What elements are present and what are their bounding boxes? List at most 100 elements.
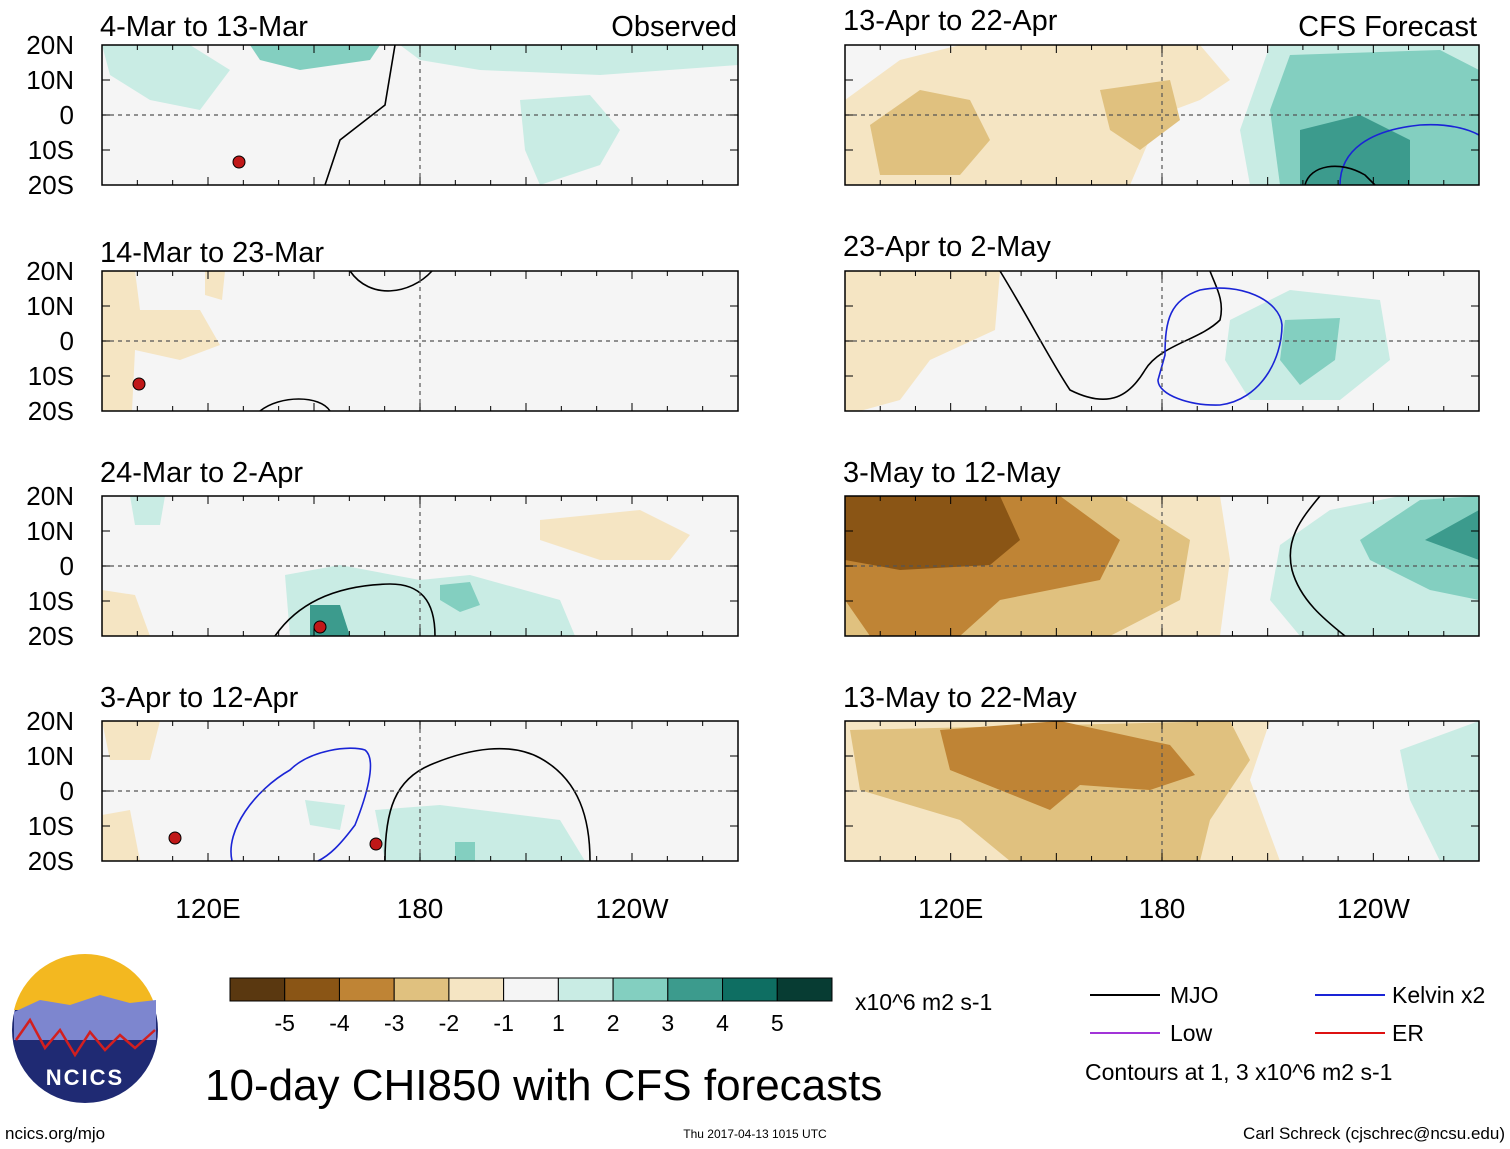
panel-1-positive-region bbox=[102, 45, 230, 110]
panel-6-negative-region bbox=[845, 271, 1000, 411]
panel-4-storm-icon bbox=[168, 831, 182, 845]
lat-tick-label: 20N bbox=[26, 706, 74, 736]
panel-5-negative-region bbox=[1100, 80, 1180, 150]
panel-1-positive-region bbox=[400, 45, 738, 75]
lon-tick-label: 120E bbox=[175, 893, 240, 924]
lat-tick-label: 0 bbox=[60, 776, 74, 806]
panel-1-positive-region bbox=[520, 95, 620, 185]
panel-6-title: 23-Apr to 2-May bbox=[843, 231, 1051, 263]
panel-6-mjo-contour bbox=[999, 270, 1223, 401]
colorbar-swatch bbox=[667, 977, 724, 1002]
colorbar-units: x10^6 m2 s-1 bbox=[855, 989, 992, 1015]
panel-3-positive-region bbox=[130, 496, 165, 525]
panel-6: 23-Apr to 2-May bbox=[843, 231, 1479, 411]
axes: 20N 10N 0 10S 20S 20N 10N 0 10S 20S 20N 10N 0 10S 20S 2… bbox=[26, 30, 1480, 924]
panel-3: 24-Mar to 2-Apr bbox=[100, 457, 738, 637]
colorbar-swatch bbox=[722, 977, 778, 1002]
colorbar-swatch bbox=[503, 977, 559, 1002]
colorbar-swatch bbox=[776, 977, 833, 1002]
logo-red-line bbox=[14, 1017, 156, 1058]
colorbar-swatches bbox=[229, 977, 833, 1002]
colorbar-swatch bbox=[393, 977, 450, 1002]
lat-tick-label: 10S bbox=[28, 811, 74, 841]
panel-4-mjo-contour bbox=[384, 747, 591, 862]
legend-low-label: Low bbox=[1170, 1020, 1213, 1046]
lon-tick-label: 180 bbox=[1139, 893, 1186, 924]
panel-1-title: 4-Mar to 13-Mar bbox=[100, 11, 308, 43]
panel-4-positive-region bbox=[305, 800, 345, 830]
lat-tick-label: 0 bbox=[60, 551, 74, 581]
lat-tick-label: 20S bbox=[28, 170, 74, 200]
panel-4-negative-region bbox=[102, 810, 140, 861]
footer-timestamp: Thu 2017-04-13 1015 UTC bbox=[683, 1127, 827, 1141]
panel-2-storm-icon bbox=[132, 377, 146, 391]
colorbar-tick-label: 1 bbox=[552, 1010, 565, 1036]
colorbar-swatch bbox=[338, 977, 395, 1002]
colorbar-swatch bbox=[557, 977, 614, 1002]
logo-mountains bbox=[14, 995, 156, 1040]
panel-4-negative-region bbox=[102, 721, 160, 760]
contour-note: Contours at 1, 3 x10^6 m2 s-1 bbox=[1085, 1059, 1392, 1085]
panel-5-title: 13-Apr to 22-Apr bbox=[843, 5, 1058, 37]
panel-7-mjo-contour bbox=[1289, 495, 1346, 637]
lat-tick-label: 20S bbox=[28, 396, 74, 426]
panel-7-positive-region bbox=[1360, 496, 1479, 600]
legend-mjo-label: MJO bbox=[1170, 982, 1219, 1008]
lat-tick-label: 20N bbox=[26, 481, 74, 511]
lat-tick-label: 20S bbox=[28, 621, 74, 651]
logo-sun bbox=[14, 953, 156, 1010]
ncics-logo: NCICS bbox=[12, 953, 158, 1103]
lat-tick-label: 10S bbox=[28, 586, 74, 616]
panel-2-negative-region bbox=[205, 271, 225, 300]
panel-1-mjo-contour bbox=[324, 44, 396, 186]
logo-text: NCICS bbox=[46, 1065, 124, 1090]
panel-5-mjo-contour bbox=[1304, 165, 1376, 186]
footer-author: Carl Schreck (cjschrec@ncsu.edu) bbox=[1243, 1124, 1505, 1143]
lat-tick-label: 20N bbox=[26, 30, 74, 60]
lat-tick-label: 20S bbox=[28, 846, 74, 876]
legend-kelvin-label: Kelvin x2 bbox=[1392, 982, 1485, 1008]
footer-url[interactable]: ncics.org/mjo bbox=[5, 1124, 105, 1143]
cfs-forecast-label: CFS Forecast bbox=[1298, 11, 1477, 43]
lat-tick-label: 0 bbox=[60, 100, 74, 130]
colorbar-tick-label: -5 bbox=[275, 1010, 295, 1036]
colorbar-swatch bbox=[612, 977, 669, 1002]
panel-3-positive-region bbox=[285, 565, 575, 636]
lat-tick-label: 10N bbox=[26, 291, 74, 321]
colorbar-swatch bbox=[229, 977, 286, 1002]
colorbar-tick-label: 2 bbox=[607, 1010, 620, 1036]
panel-8-negative-region bbox=[940, 721, 1195, 810]
lat-tick-label: 20N bbox=[26, 256, 74, 286]
panel-7-positive-region bbox=[1425, 510, 1479, 560]
panel-3-mjo-contour bbox=[274, 583, 436, 637]
lon-tick-label: 120W bbox=[1337, 893, 1411, 924]
panel-5: 13-Apr to 22-Apr CFS Forecast bbox=[843, 5, 1480, 186]
lon-tick-label: 120E bbox=[918, 893, 983, 924]
colorbar: -5 -4 -3 -2 -1 1 2 3 4 5 x10^6 m2 s-1 bbox=[229, 977, 992, 1036]
lat-tick-label: 10N bbox=[26, 741, 74, 771]
lat-tick-label: 10N bbox=[26, 516, 74, 546]
panel-6-kelvin-contour bbox=[1157, 287, 1283, 406]
panel-7: 3-May to 12-May bbox=[843, 457, 1479, 637]
lat-tick-label: 10N bbox=[26, 65, 74, 95]
colorbar-tick-label: -4 bbox=[329, 1010, 350, 1036]
lat-tick-label: 0 bbox=[60, 326, 74, 356]
colorbar-tick-label: -1 bbox=[493, 1010, 513, 1036]
panel-1-positive-region bbox=[250, 45, 380, 70]
panel-5-negative-region bbox=[870, 90, 990, 175]
main-title: 10-day CHI850 with CFS forecasts bbox=[205, 1061, 882, 1110]
colorbar-labels: -5 -4 -3 -2 -1 1 2 3 4 5 bbox=[275, 1010, 784, 1036]
panel-7-title: 3-May to 12-May bbox=[843, 457, 1061, 489]
panel-7-negative-region bbox=[845, 496, 1020, 570]
panel-1-storm-icon bbox=[232, 155, 246, 169]
panel-3-negative-region bbox=[102, 590, 150, 636]
panel-1: 4-Mar to 13-Mar Observed bbox=[100, 11, 738, 186]
panel-3-negative-region bbox=[540, 510, 690, 560]
panel-5-kelvin-contour bbox=[1339, 123, 1480, 186]
panel-6-positive-region bbox=[1280, 318, 1340, 385]
panel-4-title: 3-Apr to 12-Apr bbox=[100, 682, 299, 714]
colorbar-tick-label: 5 bbox=[771, 1010, 784, 1036]
panel-4-kelvin-contour bbox=[230, 747, 372, 862]
panel-4: 3-Apr to 12-Apr bbox=[100, 682, 738, 862]
